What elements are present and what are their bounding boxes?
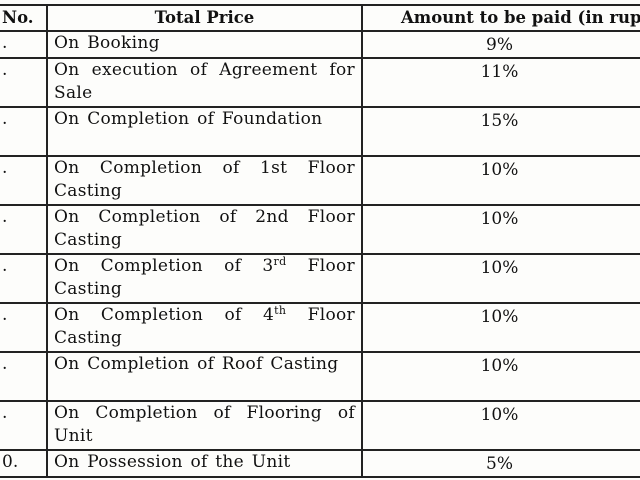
table-row: . On Completion of Foundation 15% <box>0 106 640 157</box>
table-row: . On Completion of 2nd Floor Casting 10% <box>0 204 640 255</box>
amount: 5% <box>361 449 640 478</box>
row-number: . <box>0 30 48 59</box>
description: On Booking <box>54 33 160 53</box>
row-number: . <box>0 57 48 108</box>
description: On Completion of Roof Casting <box>54 354 339 374</box>
row-number: . <box>0 106 48 157</box>
description-cell: On Completion of 2nd Floor Casting <box>46 204 363 255</box>
description-cell: On Possession of the Unit <box>46 449 363 478</box>
table-body: . On Booking 9%. On execution of Agreement … <box>0 30 640 478</box>
amount: 10% <box>361 351 640 402</box>
amount: 10% <box>361 155 640 206</box>
description: On Completion of 4 <box>54 305 275 325</box>
description: On Completion of Foundation <box>54 109 323 129</box>
description-cell: On Booking <box>46 30 363 59</box>
amount: 15% <box>361 106 640 157</box>
row-number: . <box>0 302 48 353</box>
table-row: . On Completion of 1st Floor Casting 10% <box>0 155 640 206</box>
description-cell: On Completion of Roof Casting <box>46 351 363 402</box>
table-row: . On Completion of 4th Floor Casting 10% <box>0 302 640 353</box>
table-row: 0. On Possession of the Unit 5% <box>0 449 640 478</box>
description: On Completion of 1st Floor Casting <box>54 158 355 201</box>
description-end: Floor Casting <box>54 305 355 348</box>
row-number: . <box>0 253 48 304</box>
header-row: No. Total Price Amount to be paid (in ru… <box>0 4 640 32</box>
amount: 10% <box>361 253 640 304</box>
row-number: . <box>0 204 48 255</box>
description-cell: On Completion of 1st Floor Casting <box>46 155 363 206</box>
row-number: . <box>0 155 48 206</box>
header-cell: Total Price <box>46 4 363 32</box>
description-cell: On execution of Agreement for Sale <box>46 57 363 108</box>
superscript: th <box>274 304 287 317</box>
description: On Completion of Flooring of Unit <box>54 403 355 446</box>
description-cell: On Completion of 4th Floor Casting <box>46 302 363 353</box>
row-number: . <box>0 400 48 451</box>
superscript: rd <box>273 255 287 268</box>
amount: 11% <box>361 57 640 108</box>
amount: 10% <box>361 400 640 451</box>
row-number: . <box>0 351 48 402</box>
description-cell: On Completion of Flooring of Unit <box>46 400 363 451</box>
description-cell: On Completion of 3rd Floor Casting <box>46 253 363 304</box>
description-cell: On Completion of Foundation <box>46 106 363 157</box>
description: On Completion of 2nd Floor Casting <box>54 207 355 250</box>
amount: 10% <box>361 302 640 353</box>
table-row: . On Completion of Roof Casting 10% <box>0 351 640 402</box>
description: On execution of Agreement for Sale <box>54 60 355 103</box>
amount: 9% <box>361 30 640 59</box>
table-row: . On Booking 9% <box>0 30 640 59</box>
table-row: . On Completion of 3rd Floor Casting 10% <box>0 253 640 304</box>
description-end: Floor Casting <box>54 256 355 299</box>
amount: 10% <box>361 204 640 255</box>
table-row: . On execution of Agreement for Sale 11% <box>0 57 640 108</box>
header-cell: No. <box>0 4 48 32</box>
payment-table: No. Total Price Amount to be paid (in ru… <box>0 4 640 478</box>
description: On Completion of 3 <box>54 256 274 276</box>
header-cell: Amount to be paid (in rupe <box>361 4 640 32</box>
description: On Possession of the Unit <box>54 452 291 472</box>
row-number: 0. <box>0 449 48 478</box>
table-row: . On Completion of Flooring of Unit 10% <box>0 400 640 451</box>
